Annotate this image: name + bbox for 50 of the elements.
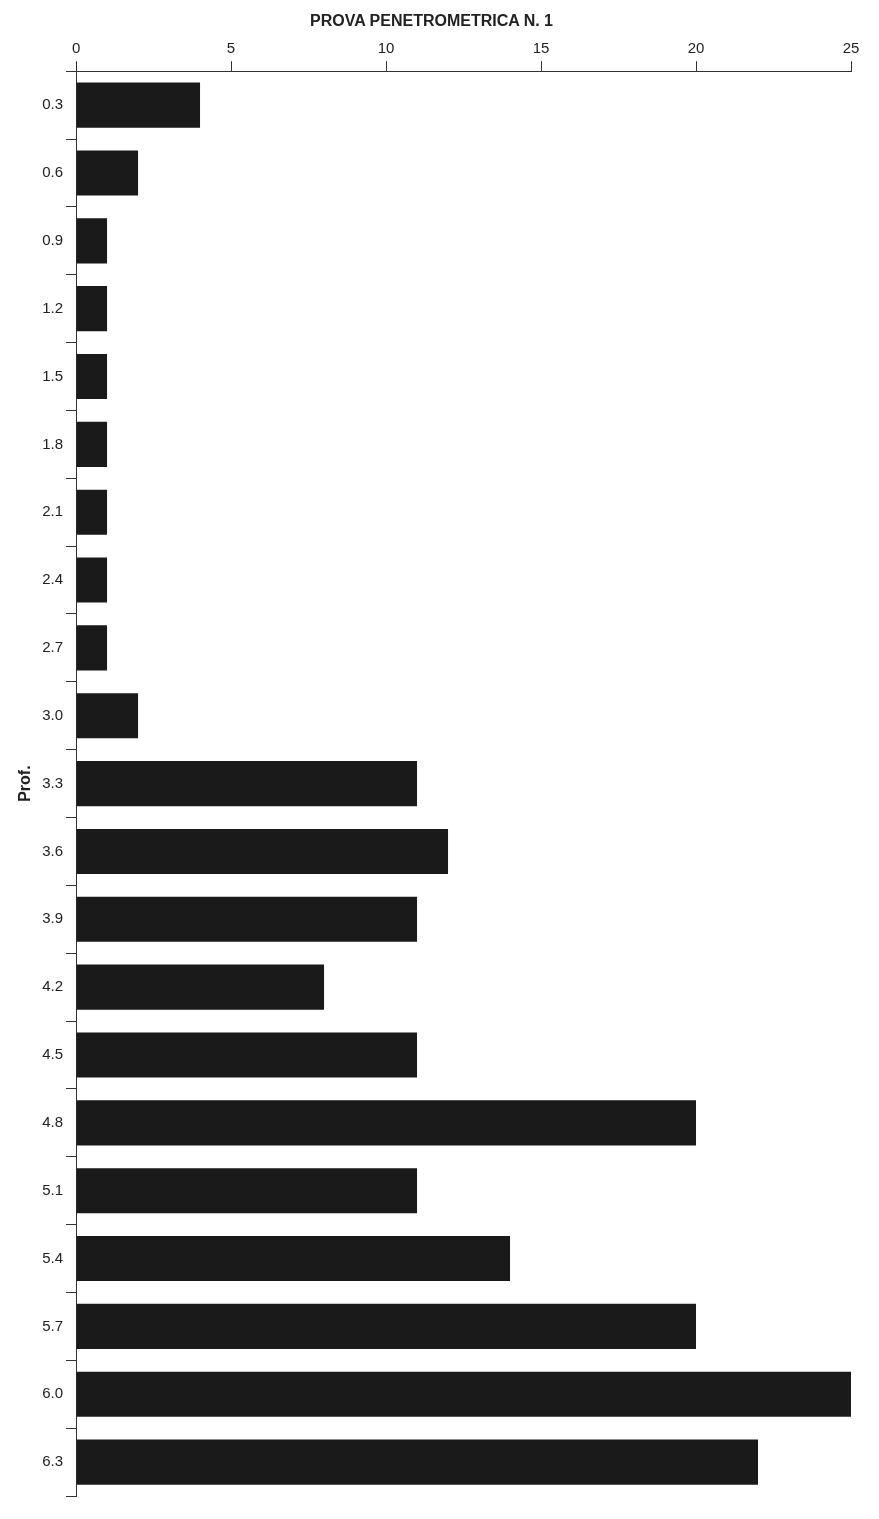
y-tick-label: 1.8 xyxy=(42,434,64,452)
bar xyxy=(76,1168,418,1214)
bar xyxy=(76,1303,697,1349)
bar xyxy=(76,896,418,942)
bar xyxy=(76,1439,759,1485)
bar xyxy=(76,761,418,807)
x-tick-label: 25 xyxy=(842,39,860,57)
bar xyxy=(76,286,108,332)
bar xyxy=(76,964,325,1010)
bar xyxy=(76,693,139,739)
x-tick-label: 20 xyxy=(687,39,705,57)
bar xyxy=(76,421,108,467)
y-tick-label: 2.4 xyxy=(42,570,64,588)
y-tick-label: 5.1 xyxy=(42,1180,64,1198)
x-tick-label: 5 xyxy=(226,39,236,57)
y-tick-label: 4.8 xyxy=(42,1112,64,1130)
y-tick-label: 1.2 xyxy=(42,298,64,316)
y-tick-label: 6.3 xyxy=(42,1452,64,1470)
y-tick-label: 3.9 xyxy=(42,909,64,927)
y-tick-label: 6.0 xyxy=(42,1384,64,1402)
y-tick-label: 1.5 xyxy=(42,366,64,384)
y-tick-label: 0.3 xyxy=(42,95,64,113)
x-tick-label: 0 xyxy=(71,39,81,57)
bar xyxy=(76,1100,697,1146)
y-tick-label: 5.4 xyxy=(42,1248,64,1266)
y-tick-label: 2.1 xyxy=(42,502,64,520)
y-tick-label: 0.6 xyxy=(42,163,64,181)
bar xyxy=(76,1235,511,1282)
chart-title: PROVA PENETROMETRICA N. 1 xyxy=(310,12,554,30)
y-tick-label: 3.6 xyxy=(42,841,64,859)
y-tick-label: 3.0 xyxy=(42,705,64,723)
bar xyxy=(76,353,108,400)
y-tick-label: 4.2 xyxy=(42,977,64,995)
bar xyxy=(76,489,108,535)
bar xyxy=(76,625,108,671)
x-tick-label: 10 xyxy=(377,39,395,57)
bar xyxy=(76,557,108,603)
y-tick-label: 3.3 xyxy=(42,773,64,791)
bar xyxy=(76,1032,418,1078)
x-tick-label: 15 xyxy=(532,39,550,57)
y-tick-label: 2.7 xyxy=(42,638,64,656)
bar xyxy=(76,218,108,264)
y-tick-label: 0.9 xyxy=(42,230,64,248)
bar xyxy=(76,150,139,196)
bar xyxy=(76,828,449,875)
y-tick-label: 5.7 xyxy=(42,1316,64,1334)
bar xyxy=(76,1371,851,1417)
y-axis-title: Prof. xyxy=(16,765,34,802)
y-tick-label: 4.5 xyxy=(42,1045,64,1063)
bar xyxy=(76,82,201,128)
